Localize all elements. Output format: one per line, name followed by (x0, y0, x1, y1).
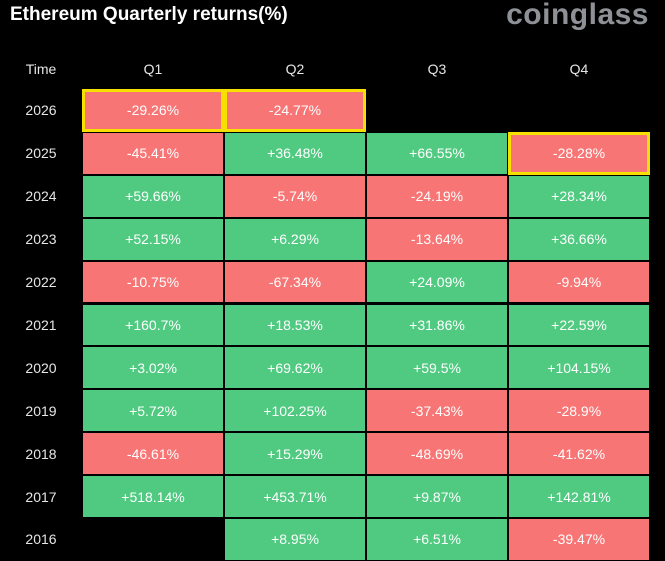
column-header-q3: Q3 (427, 61, 447, 77)
cell-2017-q1: +518.14% (83, 476, 223, 517)
column-header-q2: Q2 (285, 61, 305, 77)
row-label-2017: 2017 (25, 488, 57, 505)
cell-2018-q3: -48.69% (367, 433, 507, 475)
cell-2020-q2: +69.62% (225, 347, 365, 389)
row-label-2026: 2026 (25, 102, 57, 119)
cell-2025-q1: -45.41% (83, 132, 223, 174)
row-label-2020: 2020 (25, 359, 57, 376)
cell-2022-q2: -67.34% (225, 261, 365, 303)
cell-2019-q4: -28.9% (509, 390, 649, 432)
cell-2022-q1: -10.75% (83, 261, 223, 303)
cell-2019-q1: +5.72% (83, 390, 223, 432)
cell-2024-q3: -24.19% (367, 175, 507, 217)
cell-2025-q3: +66.55% (367, 132, 507, 174)
cell-2024-q4: +28.34% (509, 175, 649, 217)
cell-2019-q3: -37.43% (367, 390, 507, 432)
cell-2019-q2: +102.25% (225, 390, 365, 432)
cell-2025-q4: -28.28% (508, 131, 650, 175)
row-label-2019: 2019 (25, 402, 57, 419)
cell-2018-q2: +15.29% (225, 433, 365, 475)
cell-2021-q4: +22.59% (509, 304, 649, 346)
cell-2025-q2: +36.48% (225, 132, 365, 174)
cell-2026-q2: -24.77% (224, 89, 366, 132)
cell-2017-q3: +9.87% (367, 476, 507, 517)
row-label-2025: 2025 (25, 145, 57, 162)
cell-2020-q1: +3.02% (83, 347, 223, 389)
cell-2018-q4: -41.62% (509, 433, 649, 475)
cell-2024-q1: +59.66% (83, 175, 223, 217)
cell-2016-q2: +8.95% (225, 519, 365, 560)
cell-2023-q2: +6.29% (225, 218, 365, 260)
row-label-2023: 2023 (25, 231, 57, 248)
cell-2021-q3: +31.86% (367, 304, 507, 346)
cell-2021-q2: +18.53% (225, 304, 365, 346)
row-label-2024: 2024 (25, 188, 57, 205)
cell-2023-q4: +36.66% (509, 218, 649, 260)
row-header-label: Time (25, 61, 57, 77)
row-label-2022: 2022 (25, 274, 57, 291)
cell-2020-q4: +104.15% (509, 347, 649, 389)
row-label-2018: 2018 (25, 445, 57, 462)
chart-title: Ethereum Quarterly returns(%) (10, 4, 288, 25)
cell-2020-q3: +59.5% (367, 347, 507, 389)
cell-2023-q3: -13.64% (367, 218, 507, 260)
row-label-2016: 2016 (25, 531, 57, 548)
cell-2024-q2: -5.74% (225, 175, 365, 217)
brand-logo: coinglass (506, 0, 649, 31)
column-header-q4: Q4 (569, 61, 589, 77)
cell-2017-q4: +142.81% (509, 476, 649, 517)
cell-2022-q3: +24.09% (367, 261, 507, 303)
cell-2016-q4: -39.47% (509, 519, 649, 560)
cell-2016-q3: +6.51% (367, 519, 507, 560)
cell-2018-q1: -46.61% (83, 433, 223, 475)
row-label-2021: 2021 (25, 316, 57, 333)
cell-2026-q1: -29.26% (82, 89, 224, 132)
cell-2017-q2: +453.71% (225, 476, 365, 517)
column-header-q1: Q1 (143, 61, 163, 77)
cell-2022-q4: -9.94% (509, 261, 649, 303)
cell-2023-q1: +52.15% (83, 218, 223, 260)
cell-2021-q1: +160.7% (83, 304, 223, 346)
